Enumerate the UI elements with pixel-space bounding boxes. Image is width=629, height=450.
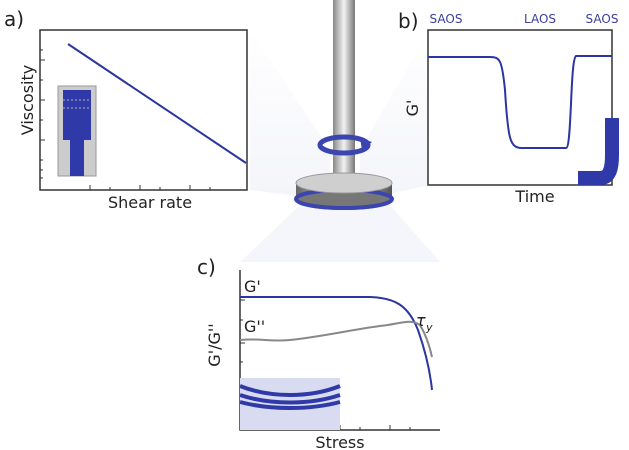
- panel-a: a) Viscosity Shear rate: [4, 7, 248, 212]
- region-label: SAOS: [586, 12, 619, 26]
- x-axis-label: Time: [514, 187, 554, 206]
- shade: [360, 30, 430, 200]
- x-axis-label: Stress: [315, 433, 364, 450]
- panel-b: b) SAOS LAOS SAOS G' Time: [398, 9, 619, 206]
- curve-label: G'': [244, 317, 265, 336]
- region-label: SAOS: [430, 12, 463, 26]
- panel-label: c): [197, 255, 216, 279]
- y-axis-label: G'/G'': [205, 323, 224, 366]
- curve-label: G': [244, 277, 261, 296]
- rheometer: [294, 0, 394, 210]
- tau-symbol: τ: [416, 311, 426, 330]
- panel-label: b): [398, 9, 419, 33]
- panel-c: c) G' G'' τ y G'/G'' Stress: [197, 255, 440, 450]
- shade: [250, 30, 330, 200]
- shade: [240, 205, 440, 262]
- y-axis-label: G': [403, 100, 422, 117]
- y-axis-label: Viscosity: [18, 65, 37, 135]
- panel-label: a): [4, 7, 24, 31]
- tau-subscript: y: [425, 321, 433, 334]
- x-axis-label: Shear rate: [108, 193, 192, 212]
- region-label: LAOS: [524, 12, 556, 26]
